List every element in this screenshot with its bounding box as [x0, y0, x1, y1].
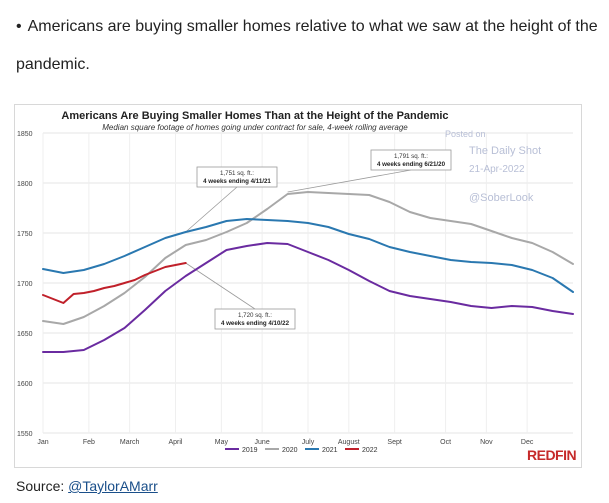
annotation-connector	[185, 262, 256, 310]
series-lines	[42, 191, 574, 353]
legend-label: 2020	[282, 447, 298, 454]
chart-frame: Americans Are Buying Smaller Homes Than …	[14, 104, 582, 468]
legend: 2019 2020 2021 2022	[225, 447, 378, 454]
legend-label: 2022	[362, 447, 378, 454]
bullet-text: Americans are buying smaller homes relat…	[16, 18, 598, 73]
redfin-logo: REDFIN	[527, 447, 577, 463]
watermark-date: 21-Apr-2022	[469, 164, 525, 175]
x-tick-label: June	[255, 439, 270, 446]
annotations: 1,751 sq. ft.:4 weeks ending 4/11/21 1,79…	[196, 149, 452, 330]
annotation-line1: 1,751 sq. ft.:	[220, 170, 254, 177]
x-tick-label: Feb	[83, 439, 95, 446]
x-tick-label: April	[168, 439, 182, 446]
y-axis-ticks: 1550 1600 1650 1700 1750 1800 1850	[17, 131, 33, 438]
y-tick-label: 1650	[17, 331, 33, 338]
watermark-handle: @SoberLook	[469, 192, 534, 204]
annotation-box	[214, 308, 296, 330]
source-link[interactable]: @TaylorAMarr	[68, 478, 158, 494]
series-line-2020	[42, 191, 574, 325]
watermark-site: The Daily Shot	[469, 145, 541, 157]
watermark-posted-on: Posted on	[445, 129, 486, 139]
y-tick-label: 1750	[17, 231, 33, 238]
x-tick-label: Jan	[37, 439, 48, 446]
x-tick-label: Oct	[440, 439, 451, 446]
bullet-icon: •	[16, 18, 22, 35]
legend-label: 2019	[242, 447, 258, 454]
legend-label: 2021	[322, 447, 338, 454]
bullet-point: • Americans are buying smaller homes rela…	[16, 8, 601, 84]
x-tick-label: March	[120, 439, 140, 446]
annotation-line1: 1,791 sq. ft.:	[394, 153, 428, 160]
annotation-line2: 4 weeks ending 6/21/20	[377, 161, 446, 168]
annotation-line2: 4 weeks ending 4/10/22	[221, 320, 290, 327]
annotation-connector	[185, 186, 238, 233]
annotation-line1: 1,720 sq. ft.:	[238, 312, 272, 319]
annotation-connector	[287, 169, 412, 193]
chart-subtitle: Median square footage of homes going und…	[102, 123, 408, 132]
x-tick-label: July	[302, 439, 315, 446]
y-tick-label: 1600	[17, 381, 33, 388]
y-tick-label: 1550	[17, 431, 33, 438]
y-tick-label: 1800	[17, 181, 33, 188]
annotation-connectors	[185, 169, 412, 310]
chart-title: Americans Are Buying Smaller Homes Than …	[61, 110, 448, 122]
annotation-box	[370, 149, 452, 171]
y-tick-label: 1850	[17, 131, 33, 138]
annotation-box	[196, 166, 278, 188]
x-tick-label: August	[338, 439, 360, 446]
series-line-2019	[42, 242, 574, 353]
chart-svg: Americans Are Buying Smaller Homes Than …	[17, 110, 577, 463]
source-line: Source: @TaylorAMarr	[16, 478, 158, 494]
y-tick-label: 1700	[17, 281, 33, 288]
x-tick-label: Nov	[480, 439, 493, 446]
x-tick-label: Dec	[521, 439, 534, 446]
watermark: Posted on The Daily Shot 21-Apr-2022 @So…	[445, 129, 541, 204]
x-tick-label: Sept	[387, 439, 401, 446]
x-axis-ticks: Jan Feb March April May June July August Sept Oct…	[37, 439, 534, 446]
annotation-line2: 4 weeks ending 4/11/21	[203, 178, 271, 185]
x-tick-label: May	[215, 439, 229, 446]
series-line-2021	[42, 218, 574, 293]
series-line-2022	[42, 262, 187, 304]
source-label: Source:	[16, 478, 69, 494]
